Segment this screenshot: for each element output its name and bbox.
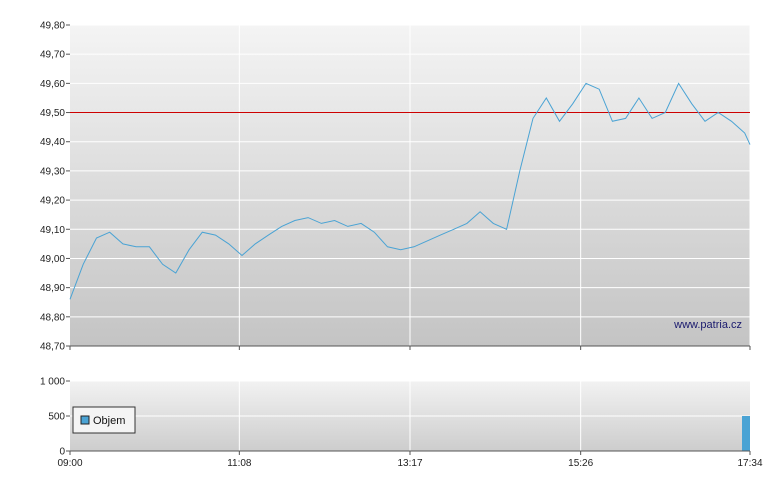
volume-x-tick-label: 17:34: [737, 458, 762, 469]
volume-x-tick-label: 13:17: [397, 458, 422, 469]
volume-vertical-grid: [238, 381, 582, 451]
volume-bar: [742, 416, 750, 451]
volume-x-tick-labels: 09:00 11:08 13:17 15:26 17:34: [57, 451, 763, 469]
legend-swatch: [80, 415, 90, 425]
price-y-tick-labels: 48,70 48,80 48,90 49,00 49,10 49,20 49,30 49,40…: [40, 21, 70, 353]
price-y-tick-label: 49,40: [40, 137, 65, 148]
volume-x-tick-label: 15:26: [568, 458, 593, 469]
price-y-tick-label: 49,30: [40, 166, 65, 177]
price-y-tick-label: 49,70: [40, 50, 65, 61]
watermark-text: www.patria.cz: [673, 319, 742, 331]
price-y-tick-label: 49,60: [40, 79, 65, 90]
price-y-tick-label: 48,90: [40, 283, 65, 294]
volume-y-tick-label: 500: [48, 412, 65, 423]
volume-y-tick-label: 1 000: [40, 377, 65, 388]
volume-y-tick-label: 0: [59, 447, 65, 458]
price-y-tick-label: 49,80: [40, 21, 65, 32]
price-y-tick-label: 49,10: [40, 225, 65, 236]
price-y-tick-label: 49,00: [40, 254, 65, 265]
volume-y-tick-labels: 0 500 1 000: [40, 377, 70, 458]
volume-x-tick-label: 09:00: [57, 458, 82, 469]
price-series-line: [69, 82, 751, 300]
volume-panel: 0 500 1 000 09:00 11:08 13:17 15:26 17:34 Obje…: [40, 377, 763, 470]
price-panel: www.patria.cz 48,7048,8048,9049,0049,104…: [40, 21, 751, 353]
price-y-tick-label: 49,50: [40, 108, 65, 119]
volume-legend: Objem: [72, 406, 136, 434]
price-y-tick-label: 48,70: [40, 342, 65, 353]
price-vertical-grid: [238, 25, 751, 346]
volume-bars: [742, 416, 750, 451]
price-y-tick-label: 48,80: [40, 312, 65, 323]
legend-label: Objem: [93, 415, 125, 427]
price-x-tick-marks: [69, 346, 751, 350]
price-y-tick-label: 49,20: [40, 196, 65, 207]
volume-x-tick-label: 11:08: [227, 458, 252, 469]
